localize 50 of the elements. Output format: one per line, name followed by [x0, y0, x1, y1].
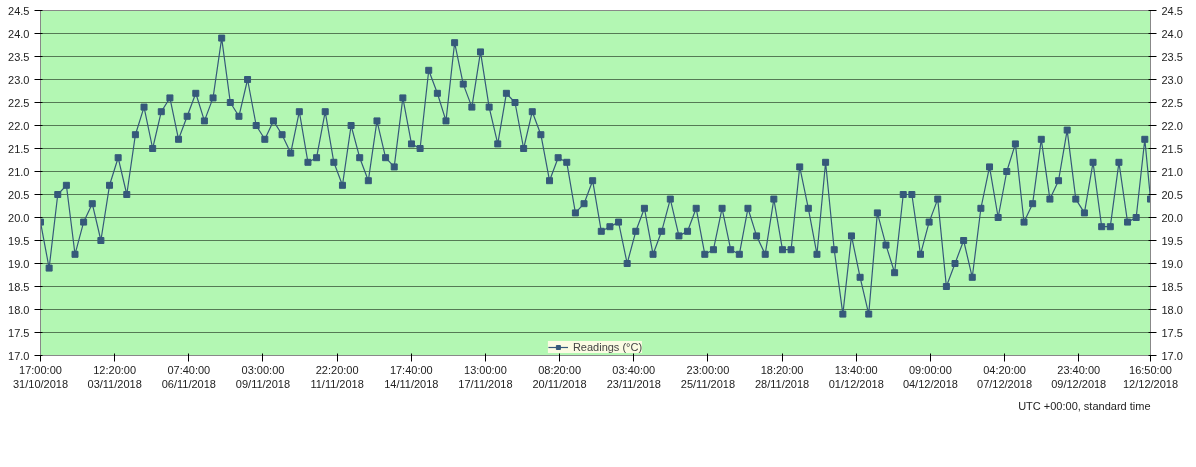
y2-tick-label: 24.0 [1161, 27, 1183, 40]
x-tick-label: 03:00:00 09/11/2018 [235, 363, 291, 390]
y-tick-label: 18.5 [8, 280, 30, 293]
y-tick-label: 21.0 [8, 165, 30, 178]
x-tick-label: 13:40:00 01/12/2018 [828, 363, 884, 390]
y-tick-label: 22.5 [8, 96, 30, 109]
y2-tick-label: 17.0 [1161, 349, 1183, 362]
y-tick-label: 17.0 [8, 349, 30, 362]
x-tick-label: 12:20:00 03/11/2018 [87, 363, 142, 390]
x-tick-label: 17:00:00 31/10/2018 [12, 363, 69, 390]
x-tick-label: 03:40:00 23/11/2018 [606, 363, 661, 390]
x-tick-label: 22:20:00 11/11/2018 [310, 363, 364, 390]
y-tick-label: 20.0 [8, 211, 30, 224]
text: UTC +00:00, standard time [1018, 399, 1151, 412]
y2-tick-label: 23.5 [1161, 50, 1183, 63]
y2-tick-label: 18.5 [1161, 280, 1183, 293]
y-tick-label: 23.5 [8, 50, 30, 63]
y2-tick-label: 22.0 [1161, 119, 1183, 132]
y-tick-label: 19.0 [8, 257, 30, 270]
x-tick-label: 04:20:00 07/12/2018 [977, 363, 1033, 390]
y-tick-label: 22.0 [8, 119, 30, 132]
y2-tick-label: 22.5 [1161, 96, 1183, 109]
y2-tick-label: 19.5 [1161, 234, 1183, 247]
x-tick-label: 17:40:00 14/11/2018 [384, 363, 439, 390]
x-tick-label: 07:40:00 06/11/2018 [161, 363, 216, 390]
x-tick-label: 08:20:00 20/11/2018 [532, 363, 587, 390]
y2-tick-label: 17.5 [1161, 326, 1183, 339]
y2-tick-label: 21.0 [1161, 165, 1183, 178]
legend-label: Readings (°C) [572, 341, 643, 353]
x-tick-label: 13:00:00 17/11/2018 [458, 363, 513, 390]
y-tick-label: 17.5 [8, 326, 30, 339]
x-tick-label: 09:00:00 04/12/2018 [902, 363, 958, 390]
y-tick-label: 23.0 [8, 73, 30, 86]
y2-tick-label: 24.5 [1161, 4, 1183, 17]
y-tick-label: 21.5 [8, 142, 30, 155]
y-tick-label: 24.0 [8, 27, 30, 40]
x-tick-label: 16:50:00 12/12/2018 [1122, 363, 1179, 390]
x-tick-label: 23:00:00 25/11/2018 [680, 363, 736, 390]
y2-tick-label: 18.0 [1161, 303, 1183, 316]
y2-tick-label: 20.5 [1161, 188, 1183, 201]
x-tick-label: 18:20:00 28/11/2018 [754, 363, 810, 390]
y2-tick-label: 21.5 [1161, 142, 1183, 155]
y-tick-label: 18.0 [8, 303, 30, 316]
y-tick-label: 19.5 [8, 234, 30, 247]
y-tick-label: 24.5 [8, 4, 30, 17]
x-tick-label: 23:40:00 09/12/2018 [1051, 363, 1107, 390]
y-tick-label: 20.5 [8, 188, 30, 201]
y2-tick-label: 19.0 [1161, 257, 1183, 270]
y2-tick-label: 23.0 [1161, 73, 1183, 86]
y2-tick-label: 20.0 [1161, 211, 1183, 224]
